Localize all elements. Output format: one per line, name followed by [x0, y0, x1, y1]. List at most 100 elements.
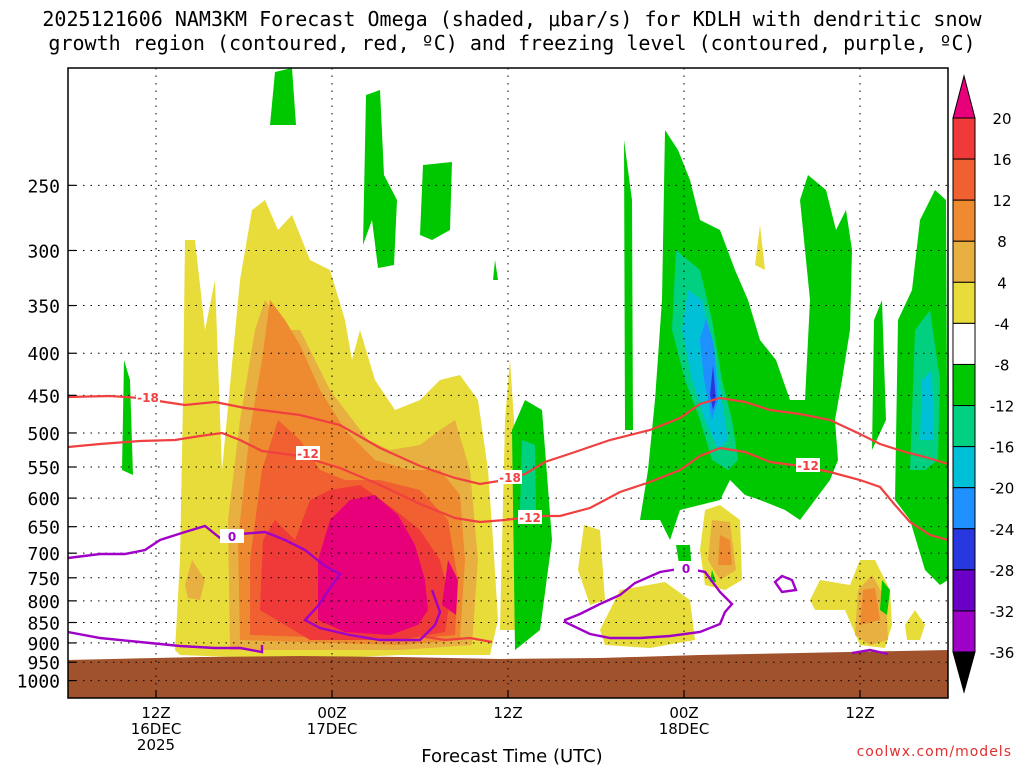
x-tick-label: 12Z — [141, 704, 170, 722]
omega-shade-green — [512, 400, 552, 650]
y-tick-label: 400 — [27, 344, 60, 365]
colorbar-label: -12 — [990, 398, 1015, 416]
colorbar-label: 20 — [992, 110, 1011, 128]
colorbar-segment — [952, 117, 976, 160]
contour-label-freezing: 0 — [682, 562, 690, 576]
y-tick-label: 950 — [27, 653, 60, 674]
contour-label-freezing-bg — [674, 561, 698, 575]
chart-title-line-2: growth region (contoured, red, ºC) and f… — [48, 31, 976, 55]
y-tick-label: 550 — [27, 458, 60, 479]
omega-shading — [68, 68, 948, 698]
contour-label-freezing-bg — [220, 529, 244, 543]
x-tick-label: 2025 — [137, 736, 175, 754]
omega-shade-gold — [185, 560, 205, 600]
contour-label-dgz-upper-bg — [498, 470, 522, 484]
colorbar-segment — [952, 240, 976, 283]
colorbar-label: -36 — [990, 644, 1015, 662]
contour-label-dgz-lower: -12 — [519, 511, 541, 525]
colorbar-segment — [952, 569, 976, 612]
colorbar-label: -8 — [995, 356, 1010, 374]
x-tick-label: 00Z — [317, 704, 346, 722]
y-tick-label: 700 — [27, 544, 60, 565]
contour-label-dgz-lower: -12 — [297, 447, 319, 461]
y-tick-label: 900 — [27, 634, 60, 655]
omega-shade-teal — [520, 440, 536, 510]
colorbar-label: 16 — [992, 151, 1011, 169]
colorbar-segment — [952, 281, 976, 324]
omega-shade-yellow — [755, 225, 765, 270]
credit-text: coolwx.com/models — [856, 744, 1012, 760]
x-tick-label: 12Z — [493, 704, 522, 722]
omega-shade-green — [270, 68, 296, 125]
x-axis-title: Forecast Time (UTC) — [421, 746, 603, 767]
colorbar-label: -4 — [995, 315, 1010, 333]
colorbar-top-arrow — [952, 74, 976, 119]
colorbar-segment — [952, 610, 976, 653]
contour-label-dgz-upper-bg — [136, 390, 160, 404]
contour-label-dgz-lower-bg — [518, 510, 542, 524]
contours — [68, 394, 948, 656]
dgz-upper-contour — [68, 394, 948, 486]
colorbar: 20 16 12 8 4 -4 -8 -12 -16 -20 -24 -28 -32 -36 — [952, 74, 1015, 694]
y-tick-label: 450 — [27, 386, 60, 407]
contour-label-dgz-lower: -12 — [797, 459, 819, 473]
x-tick-label: 12Z — [845, 704, 874, 722]
x-tick-label: 16DEC — [131, 720, 182, 738]
colorbar-segment — [952, 487, 976, 530]
colorbar-segment — [952, 158, 976, 201]
chart-title-line-1: 2025121606 NAM3KM Forecast Omega (shaded… — [42, 7, 982, 31]
contour-label-dgz-upper: -18 — [137, 391, 159, 405]
y-tick-label: 600 — [27, 489, 60, 510]
colorbar-label: -32 — [990, 603, 1015, 621]
colorbar-segment — [952, 528, 976, 571]
x-tick-label: 00Z — [669, 704, 698, 722]
omega-shade-green — [880, 580, 890, 615]
x-tick-label: 17DEC — [307, 720, 358, 738]
y-tick-label: 500 — [27, 424, 60, 445]
contour-labels: -18 -18 -12 -12 -12 0 0 — [136, 390, 820, 576]
contour-label-dgz-lower-bg — [796, 458, 820, 472]
omega-shade-cyan — [920, 370, 934, 440]
freezing-level-contour — [68, 524, 889, 656]
omega-shade-yellow — [905, 610, 925, 640]
x-tick-label: 18DEC — [659, 720, 710, 738]
y-tick-label: 850 — [27, 614, 60, 635]
omega-shade-green — [420, 162, 452, 240]
colorbar-segment — [952, 405, 976, 448]
dgz-surface-contour — [419, 634, 493, 644]
colorbar-label: -24 — [990, 521, 1015, 539]
colorbar-label: 12 — [992, 192, 1011, 210]
colorbar-label: -20 — [990, 480, 1015, 498]
omega-shade-green — [122, 360, 133, 475]
omega-shade-green — [493, 260, 498, 280]
y-tick-label: 800 — [27, 592, 60, 613]
omega-shade-green — [640, 130, 852, 540]
omega-shade-orange — [860, 588, 880, 625]
colorbar-segment — [952, 363, 976, 407]
omega-shade-yellow — [600, 582, 695, 648]
y-axis: 2503003504004505005506006507007508008509… — [17, 176, 76, 693]
omega-shade-orange — [718, 535, 732, 565]
y-tick-label: 750 — [27, 569, 60, 590]
y-tick-label: 300 — [27, 241, 60, 262]
omega-shade-green — [624, 140, 633, 430]
colorbar-segment — [952, 199, 976, 242]
colorbar-segment — [952, 322, 976, 365]
contour-label-freezing: 0 — [228, 530, 236, 544]
y-tick-label: 350 — [27, 297, 60, 318]
dgz-lower-contour — [68, 431, 948, 542]
contour-label-dgz-upper: -18 — [499, 471, 521, 485]
omega-shade-green — [363, 90, 397, 268]
omega-shade-green — [872, 300, 886, 450]
colorbar-label: -28 — [990, 562, 1015, 580]
omega-shade-magenta — [318, 495, 428, 635]
colorbar-bottom-arrow — [952, 651, 976, 694]
colorbar-label: -16 — [990, 439, 1015, 457]
y-tick-label: 650 — [27, 518, 60, 539]
colorbar-segment — [952, 446, 976, 489]
y-tick-label: 1000 — [17, 672, 60, 693]
contour-label-dgz-lower-bg — [296, 446, 320, 460]
omega-shade-yellow — [578, 525, 605, 605]
